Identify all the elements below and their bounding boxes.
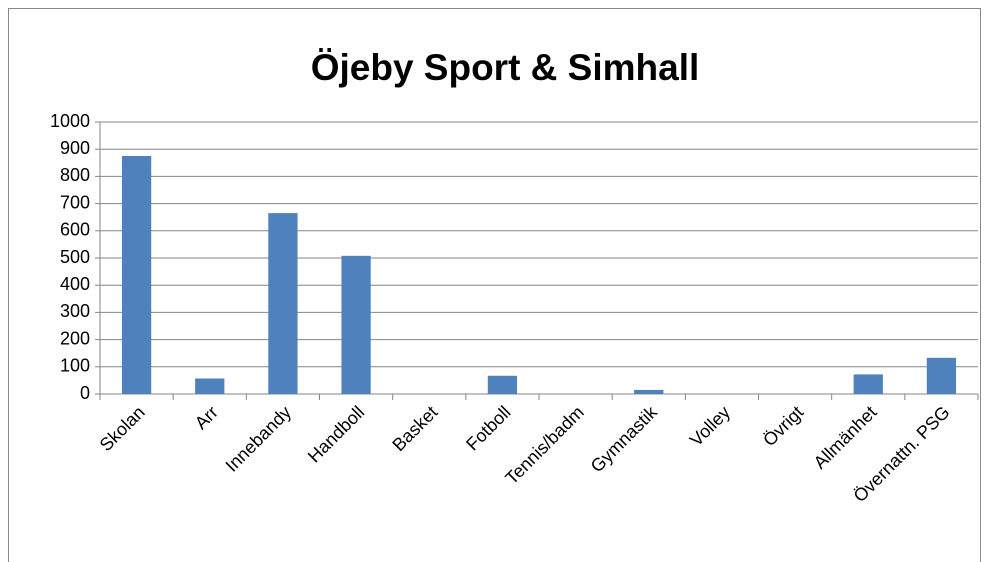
y-tick-label: 1000 <box>50 111 90 131</box>
bar <box>487 375 518 394</box>
bar <box>121 156 152 394</box>
bar <box>853 374 883 394</box>
bar <box>268 213 298 394</box>
y-tick-label: 200 <box>60 328 90 348</box>
chart-title: Öjeby Sport & Simhall <box>311 47 700 88</box>
y-tick-label: 0 <box>80 383 90 403</box>
y-tick-label: 800 <box>60 165 90 185</box>
y-tick-label: 100 <box>60 356 90 376</box>
bar <box>634 389 664 394</box>
bar <box>926 357 957 394</box>
y-tick-label: 300 <box>60 301 90 321</box>
y-tick-label: 700 <box>60 192 90 212</box>
bar <box>341 255 371 394</box>
y-tick-label: 400 <box>60 274 90 294</box>
bar <box>195 378 225 394</box>
y-tick-label: 600 <box>60 220 90 240</box>
y-tick-label: 500 <box>60 247 90 267</box>
y-tick-label: 900 <box>60 138 90 158</box>
